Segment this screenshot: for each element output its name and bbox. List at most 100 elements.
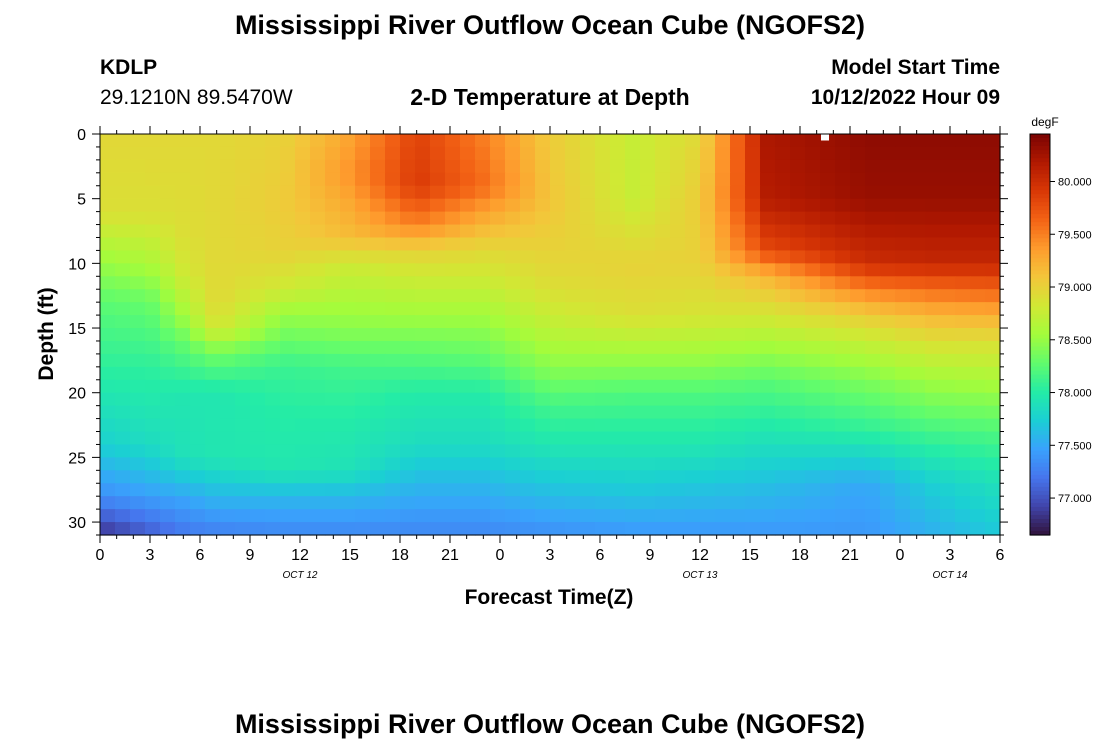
- heatmap-cell: [625, 198, 641, 213]
- heatmap-cell: [640, 418, 656, 433]
- heatmap-cell: [145, 134, 161, 148]
- heatmap-cell: [295, 289, 311, 303]
- heatmap-cell: [955, 198, 971, 213]
- heatmap-cell: [220, 237, 236, 252]
- heatmap-cell: [490, 366, 506, 381]
- heatmap-cell: [235, 146, 251, 161]
- heatmap-cell: [640, 276, 656, 290]
- heatmap-cell: [520, 431, 536, 446]
- heatmap-cell: [610, 237, 626, 252]
- heatmap-cell: [775, 250, 791, 264]
- heatmap-cell: [490, 302, 506, 316]
- heatmap-cell: [610, 431, 626, 446]
- heatmap-cell: [250, 509, 266, 523]
- heatmap-cell: [430, 289, 446, 303]
- heatmap-cell: [865, 250, 881, 264]
- heatmap-cell: [205, 392, 221, 407]
- heatmap-cell: [415, 250, 431, 264]
- heatmap-cell: [565, 392, 581, 407]
- heatmap-cell: [745, 418, 761, 433]
- heatmap-cell: [235, 185, 251, 200]
- date-label: OCT 12: [282, 570, 317, 581]
- heatmap-cell: [955, 315, 971, 329]
- x-tick-label: 18: [391, 547, 409, 564]
- heatmap-cell: [820, 237, 836, 252]
- heatmap-cell: [655, 328, 671, 342]
- heatmap-cell: [910, 457, 926, 471]
- heatmap-cell: [115, 431, 131, 446]
- heatmap-cell: [205, 418, 221, 433]
- heatmap-cell: [430, 172, 446, 187]
- heatmap-cell: [235, 431, 251, 446]
- heatmap-cell: [460, 211, 476, 226]
- heatmap-cell: [835, 457, 851, 471]
- heatmap-cell: [820, 483, 836, 497]
- heatmap-cell: [205, 444, 221, 458]
- heatmap-cell: [400, 405, 416, 420]
- heatmap-cell: [760, 392, 776, 407]
- heatmap-cell: [205, 198, 221, 213]
- heatmap-cell: [340, 315, 356, 329]
- heatmap-cell: [190, 263, 206, 277]
- heatmap-cell: [325, 134, 341, 148]
- heatmap-cell: [820, 289, 836, 303]
- heatmap-cell: [355, 237, 371, 252]
- heatmap-cell: [130, 418, 146, 433]
- heatmap-cell: [865, 353, 881, 368]
- heatmap-cell: [895, 289, 911, 303]
- heatmap-cell: [640, 483, 656, 497]
- heatmap-cell: [265, 418, 281, 433]
- colorbar-segment: [1030, 478, 1050, 484]
- heatmap-cell: [160, 470, 176, 484]
- colorbar-segment: [1030, 374, 1050, 380]
- heatmap-cell: [325, 418, 341, 433]
- heatmap-cell: [940, 224, 956, 239]
- heatmap-cell: [610, 379, 626, 394]
- heatmap-cell: [160, 418, 176, 433]
- colorbar-segment: [1030, 214, 1050, 219]
- heatmap-cell: [325, 340, 341, 355]
- heatmap-cell: [805, 522, 821, 536]
- heatmap-cell: [970, 211, 986, 226]
- heatmap-cell: [925, 250, 941, 264]
- heatmap-cell: [250, 522, 266, 536]
- heatmap-cell: [955, 224, 971, 239]
- heatmap-cell: [535, 457, 551, 471]
- heatmap-cell: [715, 172, 731, 187]
- heatmap-cell: [475, 431, 491, 446]
- heatmap-cell: [310, 470, 326, 484]
- heatmap-cell: [670, 185, 686, 200]
- heatmap-cell: [520, 418, 536, 433]
- heatmap-cell: [625, 237, 641, 252]
- heatmap-cell: [385, 250, 401, 264]
- heatmap-cell: [325, 366, 341, 381]
- y-axis-title: Depth (ft): [35, 287, 58, 380]
- heatmap-cell: [235, 340, 251, 355]
- heatmap-cell: [265, 159, 281, 174]
- heatmap-cell: [835, 172, 851, 187]
- heatmap-cell: [550, 431, 566, 446]
- heatmap-cell: [280, 392, 296, 407]
- heatmap-cell: [565, 444, 581, 458]
- chart-title: Mississippi River Outflow Ocean Cube (NG…: [234, 10, 866, 40]
- colorbar-segment: [1030, 494, 1050, 500]
- heatmap-cell: [835, 289, 851, 303]
- heatmap-cell: [460, 237, 476, 252]
- heatmap-cell: [565, 172, 581, 187]
- heatmap-cell: [880, 431, 896, 446]
- heatmap-cell: [610, 185, 626, 200]
- heatmap-cell: [115, 405, 131, 420]
- heatmap-cell: [325, 353, 341, 368]
- heatmap-cell: [730, 431, 746, 446]
- heatmap-cell: [790, 134, 806, 148]
- heatmap-cell: [250, 185, 266, 200]
- heatmap-cell: [775, 198, 791, 213]
- heatmap-cell: [325, 146, 341, 161]
- heatmap-cell: [505, 250, 521, 264]
- model-start-value: 10/12/2022 Hour 09: [810, 86, 1000, 109]
- heatmap-cell: [985, 237, 1001, 252]
- heatmap-cell: [895, 237, 911, 252]
- heatmap-cell: [895, 134, 911, 148]
- heatmap-cell: [310, 457, 326, 471]
- heatmap-cell: [475, 392, 491, 407]
